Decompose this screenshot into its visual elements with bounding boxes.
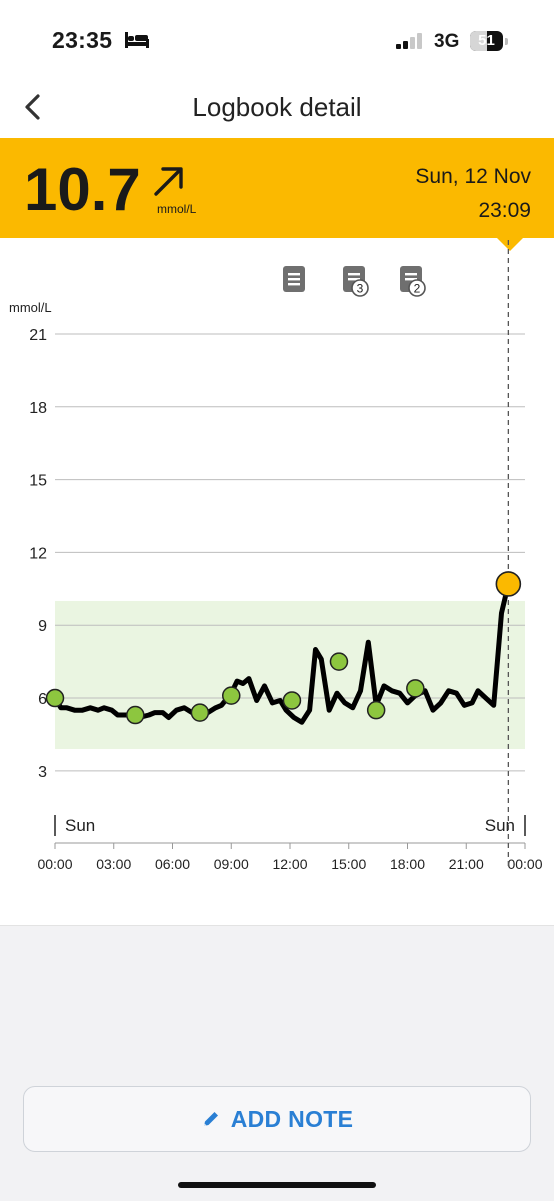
note-marker-3[interactable]: 2 [398, 264, 428, 303]
pencil-icon [203, 1112, 218, 1126]
arrow-up-right-icon [154, 167, 183, 196]
page-title: Logbook detail [192, 92, 362, 122]
home-indicator [178, 1182, 376, 1188]
x-tick-label: 12:00 [272, 856, 307, 872]
scan-point [126, 705, 145, 725]
bottom-sheet: ADD NOTE [0, 925, 554, 1201]
scan-point [222, 686, 241, 705]
battery-icon: 51 [470, 31, 510, 51]
note-icon [283, 266, 305, 292]
day-end-label: Sun [485, 816, 515, 835]
target-range-band [55, 600, 525, 750]
scan-point [190, 703, 210, 722]
nav-bar: Logbook detail [0, 80, 554, 138]
note-marker-1[interactable] [281, 264, 309, 301]
glucose-unit: mmol/L [157, 202, 197, 216]
add-note-button[interactable]: ADD NOTE [23, 1086, 531, 1152]
banner-pointer [497, 238, 523, 251]
scan-point [329, 652, 349, 671]
x-tick-label: 03:00 [96, 856, 131, 872]
x-tick-label: 15:00 [331, 856, 366, 872]
x-tick-label: 09:00 [214, 856, 249, 872]
status-bar: 23:35 3G 51 [0, 0, 554, 80]
back-button[interactable] [16, 88, 52, 128]
y-tick-label: 12 [29, 545, 47, 562]
y-tick-label: 3 [38, 764, 47, 781]
scan-point [282, 691, 302, 710]
y-tick-label: 18 [29, 400, 47, 417]
reading-date: Sun, 12 Nov [415, 165, 531, 188]
cellular-signal-icon [396, 33, 422, 49]
note-count: 2 [414, 282, 421, 296]
note-icon: 3 [343, 266, 369, 297]
y-tick-label: 9 [38, 618, 47, 635]
current-reading-banner: 10.7 mmol/L Sun, 12 Nov 23:09 [0, 138, 554, 238]
reading-time: 23:09 [478, 199, 531, 222]
scan-point [45, 688, 65, 708]
network-type: 3G [434, 31, 460, 52]
y-tick-label: 6 [38, 691, 47, 708]
glucose-chart-svg: 3 6 9 12 15 18 21 mmol/L Sun Sun 00:00 03:00 06:00 09… [9, 240, 543, 872]
glucose-value: 10.7 [24, 156, 141, 223]
x-tick-label: 18:00 [390, 856, 425, 872]
glucose-chart: 3 6 9 12 15 18 21 mmol/L Sun Sun 00:00 03:00 06:00 09… [0, 240, 554, 925]
y-axis-label: mmol/L [9, 300, 52, 315]
y-tick-label: 15 [29, 473, 47, 490]
x-tick-label: 06:00 [155, 856, 190, 872]
add-note-label: ADD NOTE [230, 1105, 354, 1132]
note-icon: 2 [400, 266, 426, 297]
day-start-label: Sun [65, 816, 95, 835]
chevron-left-icon [25, 94, 40, 120]
note-count: 3 [357, 282, 364, 296]
y-tick-label: 21 [29, 327, 47, 344]
bed-icon [125, 32, 149, 48]
scan-point [406, 679, 425, 698]
x-tick-label: 00:00 [507, 856, 542, 872]
current-reading-point [495, 571, 522, 597]
note-marker-2[interactable]: 3 [341, 264, 371, 303]
scan-point [366, 700, 386, 720]
x-tick-label: 00:00 [37, 856, 72, 872]
status-time: 23:35 [52, 27, 113, 53]
x-tick-label: 21:00 [449, 856, 484, 872]
battery-level: 51 [478, 32, 495, 49]
